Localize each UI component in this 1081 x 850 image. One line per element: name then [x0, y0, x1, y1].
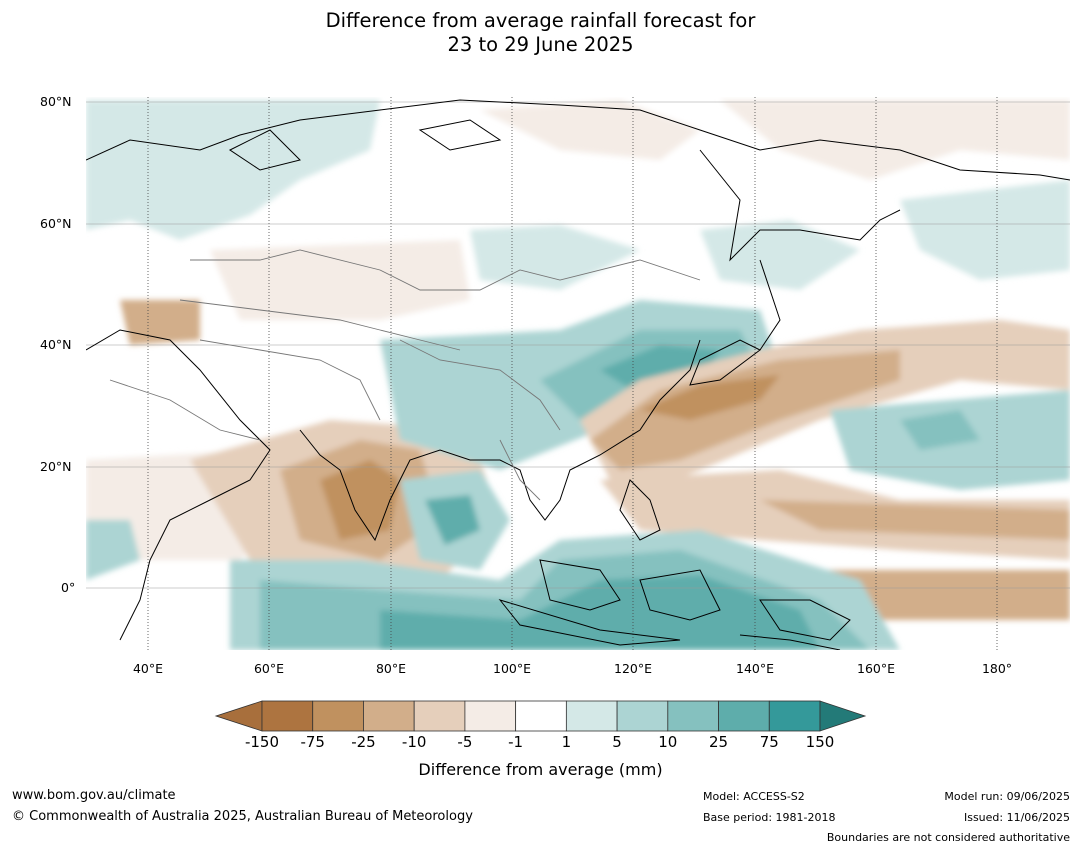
colorbar-segment [363, 700, 415, 732]
colorbar-arrow-right [819, 700, 867, 732]
anomaly-area [380, 575, 820, 650]
colorbar-tick-label: 25 [708, 733, 729, 751]
anomaly-area [320, 460, 400, 540]
anomaly-area [700, 220, 860, 290]
coastlines [86, 99, 1070, 650]
anomaly-area [210, 240, 470, 320]
colorbar-tick-label: 10 [658, 733, 678, 751]
title-line-2: 23 to 29 June 2025 [447, 33, 634, 56]
anomaly-area [590, 350, 900, 470]
colorbar-label: Difference from average (mm) [418, 760, 663, 779]
model-name: Model: ACCESS-S2 [703, 790, 805, 803]
colorbar-tick-label: 1 [561, 733, 572, 751]
lon-label: 140°E [735, 661, 775, 676]
colorbar-arrow-left [214, 700, 263, 732]
colorbar-segment [413, 700, 466, 732]
base-period: Base period: 1981-2018 [703, 811, 836, 824]
rainfall-anomaly-map [86, 97, 1070, 650]
anomaly-area [480, 100, 700, 160]
colorbar-segment [464, 700, 517, 732]
lat-label: 60°N [40, 216, 72, 231]
anomaly-area [820, 570, 1070, 620]
colorbar-tick-label: -1 [508, 733, 524, 751]
colorbar-tick-label: 5 [612, 733, 622, 751]
colorbar-tick-label: -75 [300, 733, 325, 751]
colorbar-tick-label: -150 [244, 733, 280, 751]
colorbar-tick-label: -25 [351, 733, 376, 751]
anomaly-area [720, 100, 1070, 180]
lon-label: 160°E [856, 661, 896, 676]
graticule [147, 97, 998, 650]
colorbar-segment [515, 700, 567, 732]
anomaly-area [900, 410, 980, 450]
model-run-date: Model run: 09/06/2025 [944, 790, 1070, 803]
colorbar-tick-label: -5 [457, 733, 473, 751]
anomaly-area [760, 500, 1070, 540]
lon-label: 180° [981, 661, 1013, 676]
anomaly-area [425, 495, 480, 545]
lat-label: 20°N [40, 459, 72, 474]
lat-label: 80°N [40, 94, 72, 109]
title-line-1: Difference from average rainfall forecas… [325, 9, 756, 32]
anomaly-area [86, 100, 380, 240]
colorbar-tick-label: -10 [401, 733, 427, 751]
map-title: Difference from average rainfall forecas… [0, 9, 1081, 57]
anomaly-fields [86, 100, 1070, 650]
colorbar-segment [616, 700, 669, 732]
copyright-text: © Commonwealth of Australia 2025, Austra… [12, 809, 473, 824]
lat-label: 0° [61, 580, 76, 595]
colorbar [214, 700, 867, 732]
lon-label: 80°E [375, 661, 407, 676]
country-borders [109, 249, 701, 501]
lat-label: 40°N [40, 337, 72, 352]
anomaly-area [580, 320, 1070, 500]
lon-label: 40°E [132, 661, 164, 676]
colorbar-segment [718, 700, 770, 732]
colorbar-segment [667, 700, 719, 732]
issued-date: Issued: 11/06/2025 [963, 811, 1070, 824]
anomaly-area [86, 520, 140, 580]
website-link[interactable]: www.bom.gov.au/climate [12, 788, 176, 803]
colorbar-tick-label: 150 [805, 733, 835, 751]
lon-label: 60°E [253, 661, 285, 676]
colorbar-tick-label: 75 [759, 733, 779, 751]
lon-label: 100°E [492, 661, 532, 676]
colorbar-segment [312, 700, 364, 732]
colorbar-segment [768, 700, 821, 732]
anomaly-area [640, 375, 780, 420]
lon-label: 120°E [613, 661, 653, 676]
colorbar-segment [565, 700, 618, 732]
boundary-disclaimer: Boundaries are not considered authoritat… [826, 831, 1070, 844]
colorbar-segment [261, 700, 314, 732]
anomaly-area [900, 180, 1070, 280]
latitude-lines [86, 101, 1070, 589]
